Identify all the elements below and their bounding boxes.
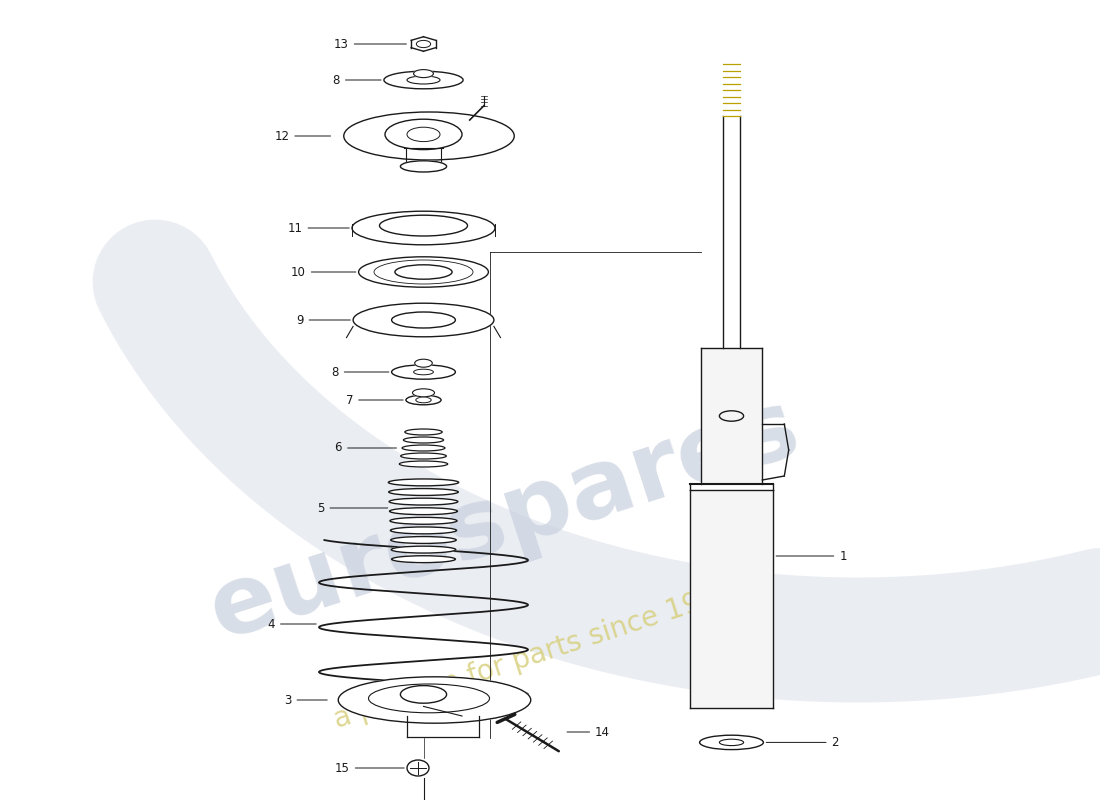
Ellipse shape (392, 312, 455, 328)
Ellipse shape (379, 215, 467, 236)
Ellipse shape (343, 112, 515, 160)
Ellipse shape (389, 518, 458, 524)
Text: 1: 1 (777, 550, 847, 562)
Ellipse shape (385, 119, 462, 150)
Text: 14: 14 (568, 726, 611, 738)
Bar (701, 348, 762, 484)
Ellipse shape (352, 211, 495, 245)
Ellipse shape (414, 70, 433, 78)
Ellipse shape (415, 359, 432, 367)
Ellipse shape (389, 498, 458, 505)
Ellipse shape (404, 437, 443, 443)
Ellipse shape (339, 677, 530, 723)
Text: 10: 10 (290, 266, 355, 278)
Ellipse shape (412, 389, 434, 397)
Text: 6: 6 (334, 442, 396, 454)
Ellipse shape (359, 257, 488, 287)
Ellipse shape (402, 445, 444, 451)
Text: eurospares: eurospares (198, 381, 812, 659)
Ellipse shape (405, 429, 442, 435)
Ellipse shape (392, 546, 455, 553)
Ellipse shape (400, 686, 447, 703)
Text: 13: 13 (333, 38, 406, 50)
Ellipse shape (388, 479, 459, 486)
Ellipse shape (395, 265, 452, 279)
Text: a passion for parts since 1985: a passion for parts since 1985 (330, 578, 738, 734)
Ellipse shape (389, 508, 458, 514)
Ellipse shape (390, 537, 456, 543)
Text: 7: 7 (345, 394, 403, 406)
Ellipse shape (384, 71, 463, 89)
Ellipse shape (392, 556, 455, 562)
Ellipse shape (388, 489, 459, 495)
Ellipse shape (400, 453, 447, 459)
Ellipse shape (368, 684, 490, 713)
Ellipse shape (399, 461, 448, 467)
Text: 11: 11 (287, 222, 349, 234)
Text: 4: 4 (267, 618, 316, 630)
Ellipse shape (392, 365, 455, 379)
Text: 5: 5 (317, 502, 387, 514)
Text: 12: 12 (274, 130, 330, 142)
Ellipse shape (719, 411, 744, 421)
Text: 8: 8 (331, 366, 388, 378)
Ellipse shape (353, 303, 494, 337)
Text: 8: 8 (332, 74, 381, 86)
Ellipse shape (406, 395, 441, 405)
Text: 2: 2 (767, 736, 839, 749)
Ellipse shape (400, 161, 447, 172)
Ellipse shape (390, 527, 456, 534)
Circle shape (407, 760, 429, 776)
Text: 15: 15 (334, 762, 404, 774)
Text: 3: 3 (284, 694, 327, 706)
Text: 9: 9 (296, 314, 350, 326)
Ellipse shape (700, 735, 763, 750)
Bar (690, 490, 773, 708)
Ellipse shape (374, 260, 473, 284)
